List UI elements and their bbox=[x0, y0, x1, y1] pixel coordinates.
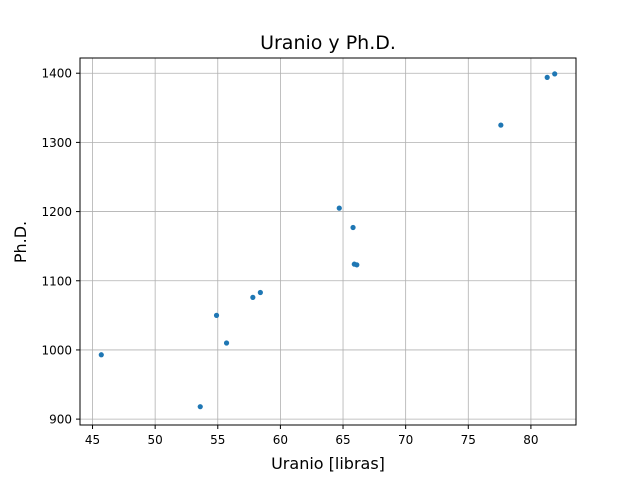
data-point bbox=[552, 71, 558, 77]
x-tick-label: 60 bbox=[273, 433, 288, 447]
y-tick-label: 1300 bbox=[41, 136, 72, 150]
data-point bbox=[197, 404, 203, 410]
y-tick-label: 1400 bbox=[41, 67, 72, 81]
axis-ticks: 45 50 55 60 65 70 75 80 900 1000 1100 1200 1300 1400 bbox=[41, 67, 538, 447]
data-point bbox=[354, 262, 360, 268]
data-point bbox=[213, 312, 220, 318]
chart-title: Uranio y Ph.D. bbox=[260, 32, 396, 54]
x-tick-label: 65 bbox=[335, 433, 350, 447]
y-tick-label: 900 bbox=[49, 413, 72, 427]
data-point bbox=[350, 224, 356, 231]
data-point bbox=[223, 340, 230, 346]
data-points bbox=[98, 71, 558, 410]
data-point bbox=[98, 352, 104, 358]
data-point bbox=[257, 289, 263, 296]
x-tick-label: 55 bbox=[210, 433, 225, 447]
data-point bbox=[498, 122, 504, 128]
x-tick-label: 75 bbox=[461, 433, 476, 447]
data-point bbox=[250, 294, 256, 300]
x-tick-label: 70 bbox=[398, 433, 413, 447]
y-axis-label: Ph.D. bbox=[11, 221, 30, 263]
plot-frame bbox=[79, 57, 577, 426]
data-point bbox=[544, 74, 550, 80]
y-tick-label: 1100 bbox=[41, 274, 72, 288]
x-tick-label: 45 bbox=[85, 433, 100, 447]
data-point bbox=[336, 205, 342, 211]
grid bbox=[80, 58, 576, 425]
x-axis-label: Uranio [libras] bbox=[271, 454, 385, 473]
x-tick-label: 50 bbox=[148, 433, 163, 447]
y-tick-label: 1000 bbox=[41, 343, 72, 357]
y-tick-label: 1200 bbox=[41, 205, 72, 219]
x-tick-label: 80 bbox=[523, 433, 538, 447]
